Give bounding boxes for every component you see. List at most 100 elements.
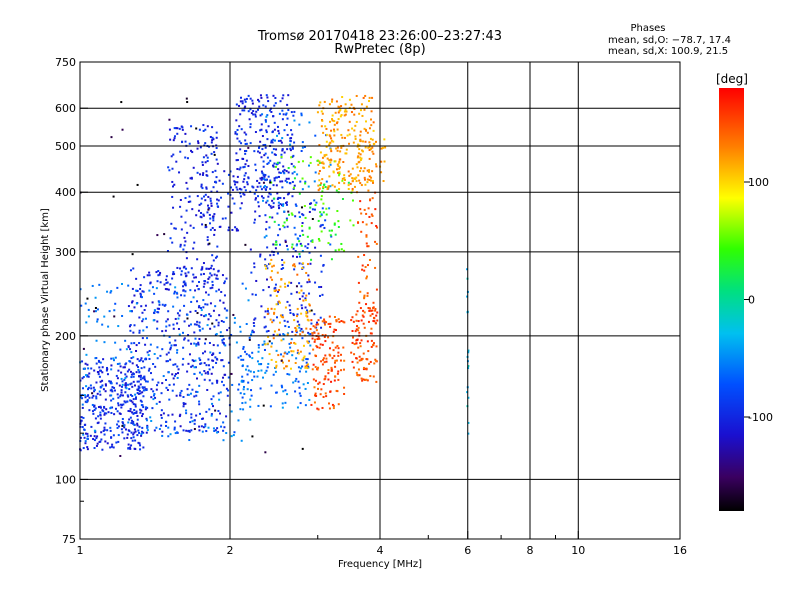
data-point <box>241 109 244 112</box>
data-point <box>323 100 326 103</box>
data-point <box>139 287 142 290</box>
data-point <box>264 173 267 176</box>
data-point <box>136 418 139 421</box>
data-point <box>340 320 343 323</box>
data-point <box>365 212 368 215</box>
data-point <box>132 267 135 270</box>
data-point <box>306 235 309 238</box>
data-point <box>211 226 214 229</box>
data-point <box>137 368 140 371</box>
data-point <box>121 128 124 131</box>
data-point <box>208 213 211 216</box>
data-point <box>254 293 257 296</box>
data-point <box>204 338 207 341</box>
data-point <box>111 443 114 446</box>
data-point <box>265 234 268 237</box>
data-point <box>370 110 373 113</box>
data-point <box>271 278 274 281</box>
data-point <box>281 186 284 189</box>
data-point <box>141 290 144 293</box>
data-point <box>343 386 346 389</box>
data-point <box>183 244 186 247</box>
data-point <box>231 188 234 191</box>
data-point <box>215 176 218 179</box>
data-point <box>320 125 323 128</box>
data-point <box>343 321 346 324</box>
data-point <box>363 378 366 381</box>
data-point <box>288 182 291 185</box>
data-point <box>371 170 374 173</box>
data-point <box>317 382 320 385</box>
data-point <box>244 143 247 146</box>
data-point <box>301 295 304 298</box>
data-point <box>335 320 338 323</box>
data-point <box>327 185 330 188</box>
data-point <box>277 354 280 357</box>
data-point <box>286 117 289 120</box>
data-point <box>344 113 347 116</box>
data-point <box>346 134 349 137</box>
data-point <box>188 353 191 356</box>
data-point <box>348 98 351 101</box>
data-point <box>202 262 205 265</box>
data-point <box>267 125 270 128</box>
data-point <box>127 443 130 446</box>
data-point <box>280 141 283 144</box>
data-point <box>276 333 279 336</box>
data-point <box>118 412 121 415</box>
data-point <box>353 108 356 111</box>
data-point <box>357 221 360 224</box>
data-point <box>280 204 283 207</box>
data-point <box>179 425 182 428</box>
data-point <box>265 131 268 134</box>
data-point <box>203 195 206 198</box>
data-point <box>322 395 325 398</box>
data-point <box>278 300 281 303</box>
data-point <box>220 425 223 428</box>
data-point <box>221 380 224 383</box>
data-point <box>267 286 270 289</box>
data-point <box>334 249 337 252</box>
data-point <box>328 134 331 137</box>
data-point <box>299 402 302 405</box>
data-point <box>328 165 331 168</box>
data-point <box>161 382 164 385</box>
data-point <box>112 195 115 198</box>
data-point <box>140 430 143 433</box>
data-point <box>333 223 336 226</box>
data-point <box>365 277 368 280</box>
data-point <box>359 290 362 293</box>
data-point <box>221 359 224 362</box>
data-point <box>318 170 321 173</box>
data-point <box>276 134 279 137</box>
data-point <box>248 355 251 358</box>
data-point <box>263 185 266 188</box>
data-point <box>279 171 282 174</box>
data-point <box>353 177 356 180</box>
data-point <box>269 254 272 257</box>
data-point <box>241 402 244 405</box>
data-point <box>141 386 144 389</box>
data-point <box>210 141 213 144</box>
data-point <box>314 134 317 137</box>
data-point <box>206 324 209 327</box>
data-point <box>79 436 82 439</box>
data-point <box>283 261 286 264</box>
data-point <box>292 187 295 190</box>
data-point <box>176 376 179 379</box>
data-point <box>363 127 366 130</box>
data-point <box>105 408 108 411</box>
data-point <box>93 404 96 407</box>
data-point <box>295 244 298 247</box>
data-point <box>328 407 331 410</box>
data-point <box>304 216 307 219</box>
data-point <box>325 360 328 363</box>
data-point <box>369 314 372 317</box>
data-point <box>139 292 142 295</box>
data-point <box>318 179 321 182</box>
data-point <box>110 357 113 360</box>
data-point <box>262 289 265 292</box>
data-point <box>375 345 378 348</box>
data-point <box>82 433 85 436</box>
data-point <box>135 302 138 305</box>
